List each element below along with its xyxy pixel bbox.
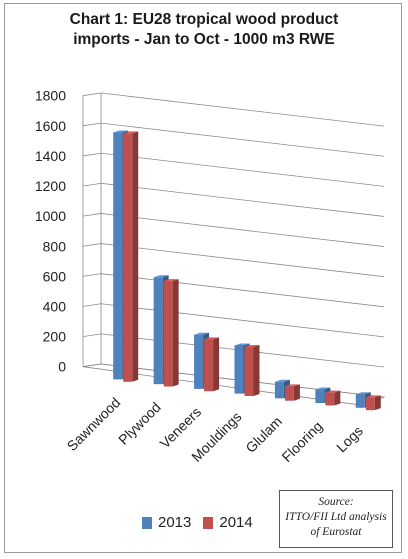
bar-side: [293, 384, 300, 401]
bar-top: [194, 332, 210, 335]
gridline-side: [82, 122, 102, 127]
bar-front: [153, 277, 163, 385]
bar-front: [204, 339, 214, 392]
bar-front: [113, 132, 123, 380]
bar-top: [244, 345, 260, 348]
source-line-3: of Eurostat: [310, 526, 362, 538]
gridline: [100, 152, 385, 187]
legend-swatch-2013: [142, 516, 152, 529]
gridline-side: [82, 303, 102, 307]
axes: [82, 93, 386, 407]
gridline-side: [82, 213, 102, 217]
chart-title: Chart 1: EU28 tropical wood product impo…: [0, 10, 408, 50]
bar-side: [132, 131, 139, 382]
bar-front: [315, 389, 325, 404]
bar-top: [365, 395, 381, 398]
y-tick-label: 600: [43, 268, 67, 284]
bars: [113, 130, 381, 411]
gridline-side: [82, 92, 102, 97]
bar-2014-plywood: [163, 279, 179, 387]
gridline-side: [82, 273, 102, 277]
bar-front: [274, 381, 284, 399]
legend-swatch-2014: [203, 516, 214, 529]
y-tick-labels: 0 200 400 600 800 1000 1200 1400 1600 1800: [35, 88, 66, 375]
category-label: Sawnwood: [64, 394, 124, 454]
bar-top: [355, 392, 371, 395]
bar-front: [284, 386, 294, 401]
bar-top: [153, 275, 169, 278]
bar-front: [234, 345, 244, 394]
bar-front: [365, 397, 375, 411]
y-tick-label: 1400: [35, 148, 66, 164]
gridline-side: [82, 243, 102, 247]
gridline-side: [82, 182, 102, 187]
bar-side: [172, 279, 179, 387]
y-tick-label: 1200: [35, 178, 66, 194]
bar-2014-glulam: [284, 384, 300, 401]
bar-top: [284, 384, 300, 387]
bar-front: [325, 392, 335, 406]
y-tick-label: 400: [43, 298, 67, 314]
gridline: [100, 182, 385, 217]
legend-label-2013: 2013: [158, 514, 192, 531]
bar-side: [213, 337, 220, 392]
y-tick-label: 1000: [35, 208, 66, 224]
category-label: Glulam: [242, 413, 285, 456]
legend: 2013 2014: [142, 514, 265, 531]
y-tick-label: 800: [43, 238, 67, 254]
bar-side: [374, 395, 381, 411]
bar-top: [163, 279, 179, 282]
category-labels: SawnwoodPlywoodVeneersMouldingsGlulamFlo…: [64, 394, 366, 465]
y-tick-label: 1800: [35, 88, 66, 104]
source-note: Source: ITTO/FII Ltd analysis of Eurosta…: [279, 490, 393, 548]
bar-top: [204, 337, 220, 340]
bar-front: [163, 281, 173, 387]
bar-top: [234, 343, 250, 346]
bar-side: [334, 390, 341, 406]
bar-top: [274, 379, 290, 382]
bar-top: [123, 131, 139, 134]
bar-2014-sawnwood: [123, 131, 139, 382]
gridline: [100, 273, 385, 308]
bar-front: [244, 347, 254, 396]
legend-item-2014: 2014: [203, 514, 253, 531]
gridline: [100, 303, 385, 338]
bar-2014-mouldings: [244, 345, 260, 396]
bar-2014-veneers: [204, 337, 220, 392]
chart-title-line-2: imports - Jan to Oct - 1000 m3 RWE: [73, 31, 335, 48]
gridline: [100, 122, 385, 157]
gridline: [100, 243, 385, 278]
bar-front: [194, 334, 204, 389]
y-tick-label: 0: [58, 359, 66, 375]
bar-front: [123, 133, 133, 382]
legend-label-2014: 2014: [219, 514, 253, 531]
source-line-1: Source:: [318, 496, 354, 508]
y-tick-label: 200: [43, 329, 67, 345]
bar-front: [355, 394, 365, 408]
legend-item-2013: 2013: [142, 514, 191, 531]
chart-frame: [4, 3, 402, 553]
bar-2014-logs: [365, 395, 381, 411]
floor: [82, 363, 386, 407]
y-tick-label: 1600: [35, 118, 66, 134]
bar-side: [253, 345, 260, 396]
bar-2014-flooring: [325, 390, 341, 406]
gridline: [100, 213, 385, 247]
source-line-2: ITTO/FII Ltd analysis: [285, 511, 387, 523]
gridline: [100, 92, 385, 127]
category-label: Flooring: [278, 418, 325, 465]
category-label: Logs: [333, 423, 366, 456]
bar-top: [325, 390, 341, 393]
gridline-side: [82, 333, 102, 337]
bar-top: [315, 387, 331, 390]
bar-top: [113, 130, 129, 133]
chart-title-line-1: Chart 1: EU28 tropical wood product: [69, 11, 339, 28]
gridline-side: [82, 152, 102, 157]
